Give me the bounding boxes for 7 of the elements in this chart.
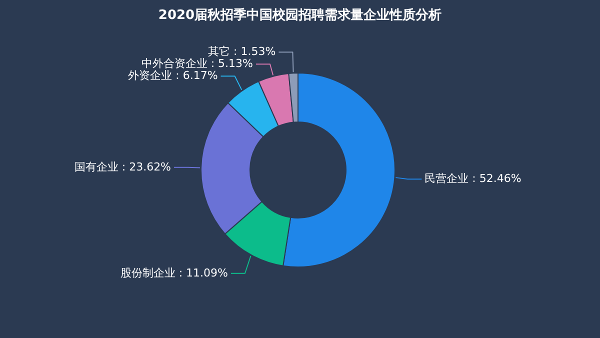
slice-label: 股份制企业 : 11.09% [120, 266, 228, 280]
chart-title: 2020届秋招季中国校园招聘需求量企业性质分析 [158, 7, 442, 23]
slice-label: 国有企业 : 23.62% [74, 160, 172, 174]
slice-label: 其它 : 1.53% [208, 45, 276, 58]
slice-label: 民营企业 : 52.46% [424, 172, 522, 186]
slice-label: 中外合资企业 : 5.13% [141, 57, 254, 70]
slice-label: 外资企业 : 6.17% [128, 69, 218, 82]
